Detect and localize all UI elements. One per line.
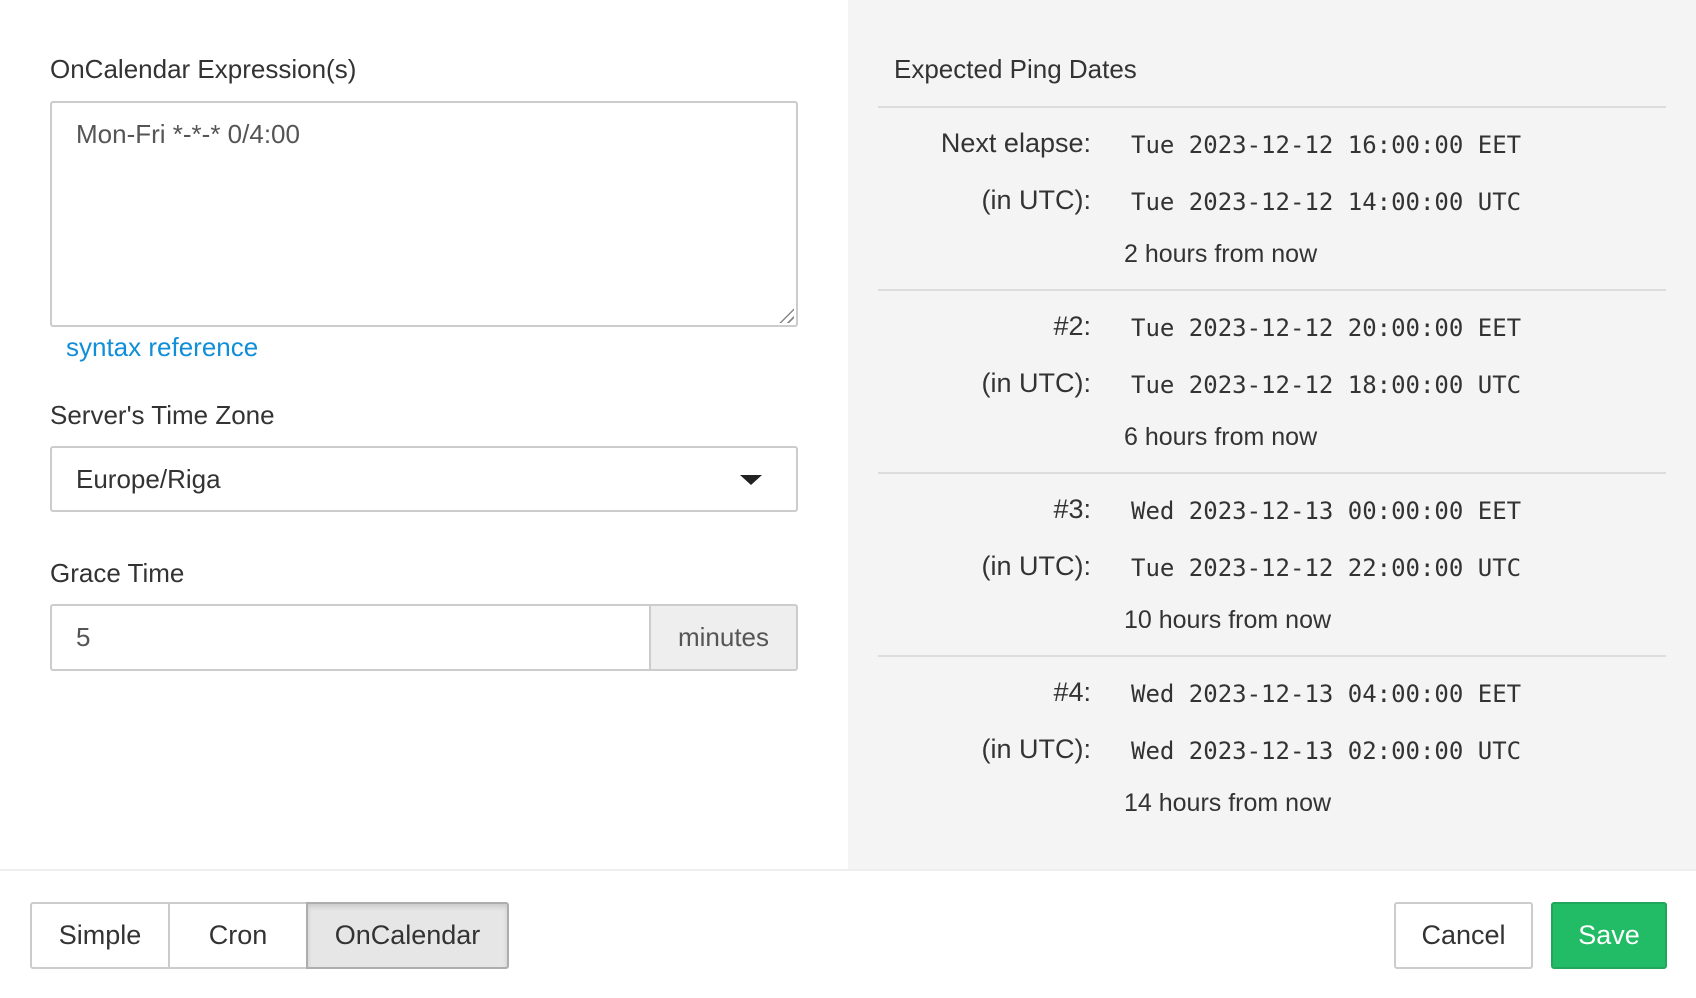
save-button[interactable]: Save (1551, 902, 1667, 969)
entry-label: #3: (1053, 494, 1091, 524)
footer-divider (0, 869, 1696, 871)
expression-label: OnCalendar Expression(s) (50, 54, 357, 84)
divider (878, 472, 1666, 474)
mode-oncalendar-button[interactable]: OnCalendar (306, 902, 509, 969)
mode-cron-button[interactable]: Cron (168, 902, 308, 969)
entry-utc-time: Wed 2023-12-13 02:00:00 UTC (1131, 737, 1522, 765)
entry-relative-time: 6 hours from now (1124, 423, 1318, 451)
divider (878, 289, 1666, 291)
syntax-reference-link[interactable]: syntax reference (66, 332, 259, 362)
entry-relative-time: 2 hours from now (1124, 240, 1318, 268)
entry-local-time: Wed 2023-12-13 04:00:00 EET (1131, 680, 1522, 708)
timezone-value: Europe/Riga (76, 464, 221, 494)
grace-label: Grace Time (50, 558, 185, 588)
entry-utc-time: Tue 2023-12-12 22:00:00 UTC (1131, 554, 1522, 582)
entry-utc-time: Tue 2023-12-12 18:00:00 UTC (1131, 371, 1522, 399)
expected-ping-panel (848, 0, 1696, 870)
mode-simple-button[interactable]: Simple (30, 902, 170, 969)
entry-utc-label: (in UTC): (981, 734, 1092, 764)
entry-utc-label: (in UTC): (981, 185, 1092, 215)
caret-down-icon (740, 475, 762, 485)
expression-textarea[interactable]: Mon-Fri *-*-* 0/4:00 (50, 101, 798, 327)
schedule-form: OnCalendar Expression(s) Mon-Fri *-*-* 0… (0, 0, 848, 870)
divider (878, 106, 1666, 108)
timezone-select[interactable]: Europe/Riga (50, 446, 798, 512)
entry-utc-time: Tue 2023-12-12 14:00:00 UTC (1131, 188, 1522, 216)
entry-local-time: Wed 2023-12-13 00:00:00 EET (1131, 497, 1522, 525)
entry-label: #4: (1053, 677, 1091, 707)
entry-label: #2: (1053, 311, 1091, 341)
entry-local-time: Tue 2023-12-12 16:00:00 EET (1131, 131, 1522, 159)
divider (878, 655, 1666, 657)
entry-relative-time: 14 hours from now (1124, 789, 1332, 817)
grace-input[interactable]: 5 (50, 604, 650, 671)
entry-utc-label: (in UTC): (981, 368, 1092, 398)
cancel-button[interactable]: Cancel (1394, 902, 1533, 969)
grace-unit: minutes (649, 604, 798, 671)
entry-utc-label: (in UTC): (981, 551, 1092, 581)
entry-local-time: Tue 2023-12-12 20:00:00 EET (1131, 314, 1522, 342)
timezone-label: Server's Time Zone (50, 400, 275, 430)
entry-relative-time: 10 hours from now (1124, 606, 1332, 634)
entry-label: Next elapse: (940, 128, 1091, 158)
preview-title: Expected Ping Dates (894, 54, 1137, 84)
